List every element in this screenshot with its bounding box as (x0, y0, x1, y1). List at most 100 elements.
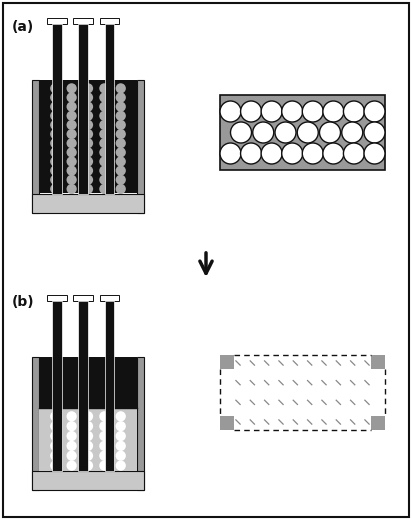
Circle shape (116, 441, 126, 451)
Circle shape (66, 147, 77, 158)
Bar (78, 301, 88, 471)
Circle shape (83, 184, 93, 194)
Bar (32, 357, 39, 490)
Circle shape (83, 460, 93, 471)
Bar (137, 357, 144, 490)
Bar (105, 24, 114, 193)
Circle shape (83, 451, 93, 461)
Bar (220, 95, 385, 170)
Circle shape (99, 129, 110, 139)
Bar (220, 416, 234, 430)
Circle shape (66, 175, 77, 185)
Circle shape (116, 147, 126, 158)
Circle shape (99, 411, 110, 421)
Circle shape (50, 129, 61, 139)
Bar (32, 471, 144, 490)
Circle shape (116, 184, 126, 194)
Circle shape (99, 441, 110, 451)
Circle shape (66, 421, 77, 431)
Circle shape (275, 122, 296, 143)
Circle shape (116, 101, 126, 112)
Circle shape (319, 122, 340, 143)
Circle shape (66, 441, 77, 451)
Bar (32, 193, 144, 213)
Circle shape (66, 431, 77, 441)
Circle shape (66, 184, 77, 194)
Circle shape (116, 157, 126, 166)
Circle shape (99, 111, 110, 121)
Circle shape (99, 175, 110, 185)
Bar (100, 295, 119, 301)
Circle shape (99, 83, 110, 94)
Bar (52, 24, 62, 193)
Circle shape (116, 175, 126, 185)
Circle shape (50, 147, 61, 158)
Circle shape (344, 143, 365, 164)
Circle shape (50, 165, 61, 176)
Bar (39, 408, 137, 471)
Bar (32, 81, 39, 213)
Circle shape (116, 460, 126, 471)
Circle shape (83, 129, 93, 139)
Circle shape (261, 143, 282, 164)
Circle shape (50, 421, 61, 431)
Circle shape (83, 147, 93, 158)
Circle shape (99, 460, 110, 471)
Circle shape (66, 165, 77, 176)
Circle shape (99, 147, 110, 158)
Circle shape (50, 101, 61, 112)
Circle shape (241, 143, 262, 164)
Bar (39, 81, 137, 193)
Bar (73, 295, 93, 301)
Circle shape (50, 175, 61, 185)
Circle shape (83, 138, 93, 148)
Circle shape (50, 83, 61, 94)
Circle shape (261, 101, 282, 122)
Circle shape (83, 411, 93, 421)
Circle shape (66, 411, 77, 421)
Circle shape (323, 101, 344, 122)
Circle shape (66, 451, 77, 461)
Circle shape (83, 421, 93, 431)
Circle shape (83, 93, 93, 102)
Circle shape (99, 184, 110, 194)
Circle shape (344, 101, 365, 122)
Circle shape (297, 122, 318, 143)
Circle shape (83, 165, 93, 176)
Circle shape (99, 93, 110, 102)
Circle shape (220, 143, 241, 164)
Circle shape (50, 120, 61, 130)
Circle shape (50, 138, 61, 148)
Bar (371, 416, 385, 430)
Circle shape (99, 157, 110, 166)
Circle shape (302, 143, 323, 164)
Circle shape (364, 143, 385, 164)
Circle shape (50, 441, 61, 451)
Circle shape (364, 101, 385, 122)
Circle shape (116, 451, 126, 461)
Circle shape (116, 411, 126, 421)
Circle shape (116, 111, 126, 121)
Circle shape (66, 120, 77, 130)
Circle shape (50, 157, 61, 166)
Circle shape (99, 431, 110, 441)
Circle shape (50, 93, 61, 102)
Circle shape (66, 93, 77, 102)
Circle shape (99, 138, 110, 148)
Circle shape (364, 122, 385, 143)
Circle shape (50, 431, 61, 441)
Circle shape (99, 451, 110, 461)
Circle shape (116, 120, 126, 130)
Bar (39, 357, 137, 408)
Circle shape (66, 460, 77, 471)
Circle shape (116, 93, 126, 102)
Circle shape (83, 83, 93, 94)
Circle shape (116, 138, 126, 148)
Text: (b): (b) (12, 295, 35, 309)
Bar (52, 301, 62, 471)
Circle shape (50, 460, 61, 471)
Circle shape (99, 165, 110, 176)
Circle shape (282, 101, 303, 122)
Circle shape (99, 120, 110, 130)
Circle shape (99, 421, 110, 431)
